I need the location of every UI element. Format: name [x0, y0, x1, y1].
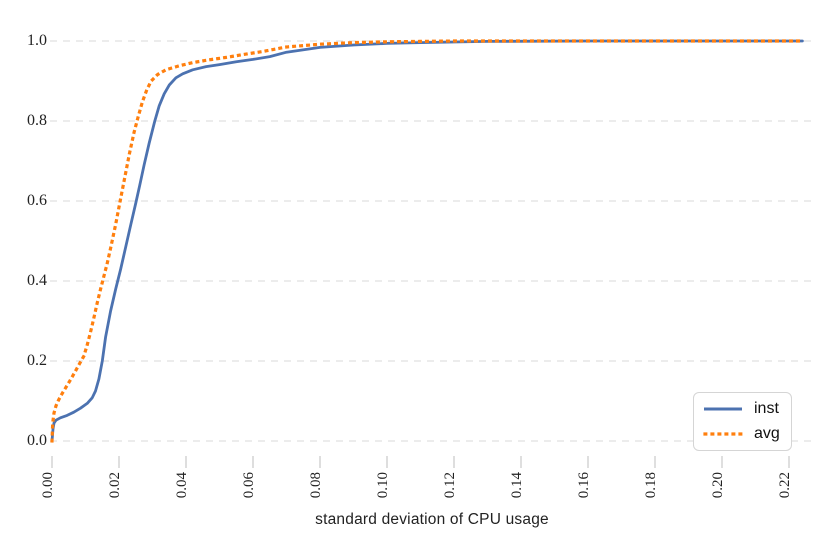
legend-label-avg: avg [754, 425, 780, 442]
x-tick-label: 0.18 [643, 472, 659, 499]
y-tick-label: 0.6 [27, 192, 47, 209]
y-tick-label: 0.2 [27, 352, 47, 369]
legend-item-inst: inst [702, 398, 785, 420]
series-line-inst [50, 39, 804, 443]
y-tick-label: 0.8 [27, 112, 47, 129]
x-tick-label: 0.06 [241, 472, 257, 499]
x-tick-label: 0.02 [107, 472, 123, 499]
x-tick-label: 0.10 [375, 472, 391, 499]
x-tick-label: 0.04 [174, 472, 190, 499]
x-tick-label: 0.12 [442, 472, 458, 499]
y-tick-label: 1.0 [27, 32, 47, 49]
legend: inst avg [693, 392, 792, 451]
x-tick-label: 0.14 [509, 472, 525, 499]
legend-item-avg: avg [702, 423, 785, 445]
legend-line-solid-icon [704, 407, 742, 411]
x-tick-label: 0.20 [710, 472, 726, 499]
legend-label-inst: inst [754, 400, 779, 417]
x-tick-label: 0.22 [777, 472, 793, 499]
x-tick-label: 0.08 [308, 472, 324, 499]
y-tick-label: 0.4 [27, 272, 47, 289]
x-tick-label: 0.00 [40, 472, 56, 499]
x-axis-title: standard deviation of CPU usage [315, 511, 549, 528]
x-tick-label: 0.16 [576, 472, 592, 499]
legend-line-dotted-icon [703, 432, 744, 436]
y-tick-label: 0.0 [27, 432, 47, 449]
series-line-avg [50, 39, 804, 443]
